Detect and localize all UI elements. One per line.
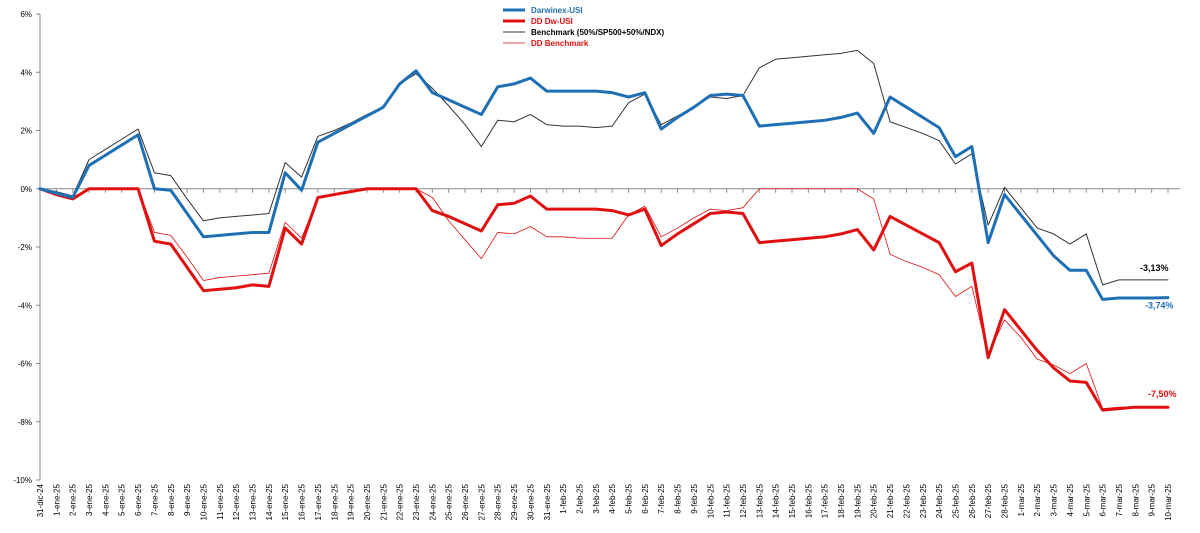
- legend-label: Darwinex-USI: [531, 6, 583, 15]
- x-tick-label: 24-feb-25: [935, 483, 944, 518]
- x-tick-label: 28-feb-25: [1001, 483, 1010, 518]
- x-tick-label: 27-feb-25: [984, 483, 993, 518]
- x-tick-label: 25-feb-25: [951, 483, 960, 518]
- end-value-label: -7,50%: [1148, 389, 1177, 399]
- x-tick-label: 11-feb-25: [723, 483, 732, 517]
- x-tick-label: 10-feb-25: [706, 483, 715, 518]
- y-tick-label: 0%: [20, 185, 32, 194]
- x-tick-label: 18-ene-25: [330, 483, 339, 520]
- x-tick-label: 12-feb-25: [739, 483, 748, 518]
- y-axis-ticks: 6% 4% 2% 0% -2% -4% -6% -8% -10%: [13, 10, 40, 485]
- x-axis-ticks: 31-dic-24 1-ene-25 2-ene-25 3-ene-25 4-ene-2…: [36, 188, 1173, 521]
- x-tick-label: 11-ene-25: [216, 483, 225, 519]
- x-tick-label: 4-ene-25: [101, 483, 110, 516]
- x-tick-label: 22-ene-25: [396, 483, 405, 520]
- x-tick-label: 30-ene-25: [526, 483, 535, 520]
- series-line-1: [38, 187, 1170, 412]
- x-tick-label: 21-ene-25: [379, 483, 388, 520]
- x-tick-label: 5-feb-25: [625, 483, 634, 513]
- x-tick-label: 17-feb-25: [821, 483, 830, 518]
- x-tick-label: 10-ene-25: [199, 483, 208, 520]
- x-tick-label: 5-ene-25: [118, 483, 127, 516]
- y-tick-label: -4%: [18, 301, 32, 310]
- x-tick-label: 6-ene-25: [134, 483, 143, 516]
- x-tick-label: 3-ene-25: [85, 483, 94, 516]
- x-tick-label: 9-feb-25: [690, 483, 699, 513]
- x-tick-label: 22-feb-25: [902, 483, 911, 518]
- x-tick-label: 7-feb-25: [657, 483, 666, 513]
- x-tick-label: 1-feb-25: [559, 483, 568, 513]
- x-tick-label: 20-ene-25: [363, 483, 372, 520]
- x-tick-label: 19-ene-25: [347, 483, 356, 520]
- x-tick-label: 31-dic-24: [36, 483, 45, 517]
- x-tick-label: 8-feb-25: [674, 483, 683, 513]
- x-tick-label: 3-mar-25: [1050, 483, 1059, 516]
- series-line-3: [39, 188, 1169, 410]
- x-tick-label: 6-mar-25: [1099, 483, 1108, 516]
- x-tick-label: 9-mar-25: [1148, 483, 1157, 516]
- end-value-label: -3,13%: [1140, 263, 1169, 273]
- x-tick-label: 1-ene-25: [52, 483, 61, 516]
- end-value-label: -3,74%: [1145, 301, 1174, 311]
- x-tick-label: 5-mar-25: [1082, 483, 1091, 516]
- x-tick-label: 8-mar-25: [1131, 483, 1140, 516]
- y-tick-label: -6%: [18, 360, 32, 369]
- x-tick-label: 8-ene-25: [167, 483, 176, 516]
- legend-label: DD Dw-USI: [531, 17, 573, 26]
- x-tick-label: 19-feb-25: [853, 483, 862, 518]
- series-line-2: [39, 49, 1169, 286]
- x-tick-label: 13-feb-25: [755, 483, 764, 518]
- x-tick-label: 14-ene-25: [265, 483, 274, 520]
- y-tick-label: 4%: [20, 68, 32, 77]
- x-tick-label: 4-feb-25: [608, 483, 617, 513]
- x-tick-label: 13-ene-25: [249, 483, 258, 520]
- x-tick-label: 2-mar-25: [1033, 483, 1042, 516]
- x-tick-label: 4-mar-25: [1066, 483, 1075, 516]
- x-tick-label: 27-ene-25: [477, 483, 486, 520]
- x-tick-label: 26-feb-25: [968, 483, 977, 518]
- x-tick-label: 17-ene-25: [314, 483, 323, 520]
- x-tick-label: 16-feb-25: [804, 483, 813, 518]
- axes: [39, 14, 1180, 480]
- x-tick-label: 31-ene-25: [543, 483, 552, 520]
- x-tick-label: 28-ene-25: [494, 483, 503, 520]
- x-tick-label: 24-ene-25: [428, 483, 437, 520]
- legend: Darwinex-USI DD Dw-USI Benchmark (50%/SP50…: [503, 6, 665, 48]
- x-tick-label: 25-ene-25: [445, 483, 454, 520]
- y-tick-label: 6%: [20, 10, 32, 19]
- x-tick-label: 29-ene-25: [510, 483, 519, 520]
- series-line-0: [38, 69, 1170, 301]
- x-tick-label: 23-feb-25: [919, 483, 928, 518]
- legend-label: Benchmark (50%/SP500+50%/NDX): [531, 28, 665, 37]
- x-tick-label: 14-feb-25: [772, 483, 781, 518]
- x-tick-label: 26-ene-25: [461, 483, 470, 520]
- x-tick-label: 2-feb-25: [575, 483, 584, 513]
- x-tick-label: 1-mar-25: [1017, 483, 1026, 516]
- x-tick-label: 16-ene-25: [298, 483, 307, 520]
- x-tick-label: 15-feb-25: [788, 483, 797, 518]
- x-tick-label: 9-ene-25: [183, 483, 192, 516]
- x-tick-label: 15-ene-25: [281, 483, 290, 520]
- x-tick-label: 12-ene-25: [232, 483, 241, 520]
- x-tick-label: 2-ene-25: [69, 483, 78, 516]
- x-tick-label: 21-feb-25: [886, 483, 895, 518]
- y-tick-label: -8%: [18, 418, 32, 427]
- series-lines: [38, 49, 1170, 412]
- x-tick-label: 7-ene-25: [150, 483, 159, 516]
- y-tick-label: 2%: [20, 127, 32, 136]
- legend-label: DD Benchmark: [531, 39, 589, 48]
- x-tick-label: 10-mar-25: [1164, 483, 1173, 520]
- y-tick-label: -10%: [13, 476, 32, 485]
- x-tick-label: 6-feb-25: [641, 483, 650, 513]
- end-labels: -3,13% -3,74% -7,50%: [1140, 263, 1177, 399]
- x-tick-label: 7-mar-25: [1115, 483, 1124, 516]
- x-tick-label: 18-feb-25: [837, 483, 846, 518]
- x-tick-label: 23-ene-25: [412, 483, 421, 520]
- x-tick-label: 20-feb-25: [870, 483, 879, 518]
- x-tick-label: 3-feb-25: [592, 483, 601, 513]
- y-tick-label: -2%: [18, 243, 32, 252]
